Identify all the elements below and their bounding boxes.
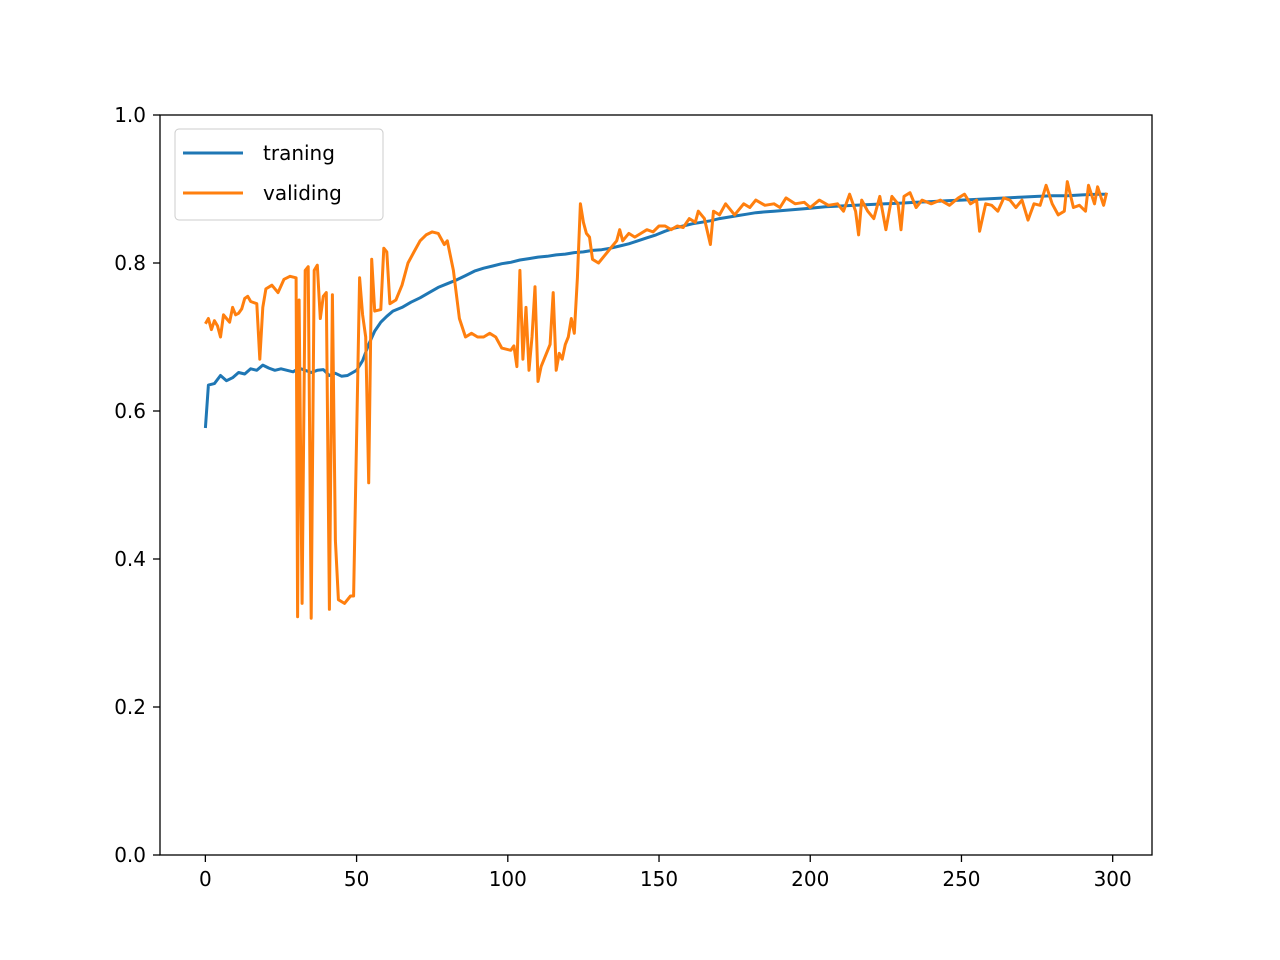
- legend-label-traning: traning: [263, 141, 335, 165]
- x-tick-label: 300: [1094, 867, 1132, 891]
- y-tick-label: 0.2: [114, 695, 146, 719]
- plot-border: [159, 114, 1153, 856]
- y-tick-label: 0.6: [114, 399, 146, 423]
- x-tick-label: 150: [640, 867, 678, 891]
- series-layer: [203, 180, 1109, 620]
- y-tick-label: 0.4: [114, 547, 146, 571]
- legend: traning validing: [174, 128, 384, 221]
- y-tick-label: 1.0: [114, 103, 146, 127]
- y-tick-label: 0.0: [114, 843, 146, 867]
- x-tick-label: 0: [199, 867, 212, 891]
- x-axis: 0 50 100 150 200 250 300: [199, 855, 1132, 891]
- x-tick-label: 200: [791, 867, 829, 891]
- y-axis: 0.0 0.2 0.4 0.6 0.8 1.0: [114, 103, 160, 867]
- legend-label-validing: validing: [263, 181, 342, 205]
- x-tick-label: 250: [942, 867, 980, 891]
- series-line-validing: [204, 180, 1109, 620]
- x-tick-label: 50: [344, 867, 369, 891]
- plot-area: [159, 114, 1153, 856]
- plot-frame: [160, 115, 1152, 855]
- y-tick-label: 0.8: [114, 251, 146, 275]
- x-tick-label: 100: [489, 867, 527, 891]
